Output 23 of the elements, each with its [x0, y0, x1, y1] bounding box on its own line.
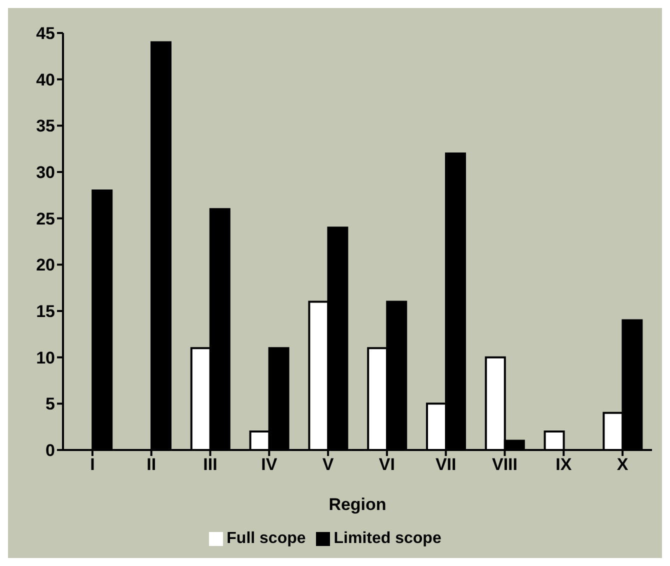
x-tick-label: II: [146, 455, 156, 474]
x-tick-label: VIII: [492, 455, 518, 474]
y-tick-label: 0: [46, 441, 55, 460]
x-tick-label: VI: [378, 455, 395, 474]
y-tick-label: 35: [36, 116, 55, 136]
y-tick-label: 15: [36, 302, 55, 322]
x-tick-label: VII: [435, 455, 456, 474]
x-tick-label: V: [322, 455, 334, 474]
y-tick-label: 10: [36, 348, 55, 368]
y-tick-label: 5: [46, 394, 55, 414]
y-tick-label: 40: [36, 70, 55, 90]
y-tick-label: 30: [36, 163, 55, 182]
x-tick-label: IX: [556, 455, 572, 474]
y-tick-label: 20: [36, 256, 55, 275]
y-tick-label: 45: [36, 24, 55, 44]
x-tick-label: X: [616, 455, 629, 474]
x-tick-label: III: [203, 455, 218, 474]
x-tick-label: IV: [261, 455, 278, 474]
x-axis-title: Region: [328, 495, 386, 514]
x-tick-label: I: [90, 455, 95, 474]
legend-label: Limited scope: [334, 530, 442, 547]
y-tick-label: 25: [36, 209, 55, 228]
legend-label: Full scope: [226, 530, 306, 547]
